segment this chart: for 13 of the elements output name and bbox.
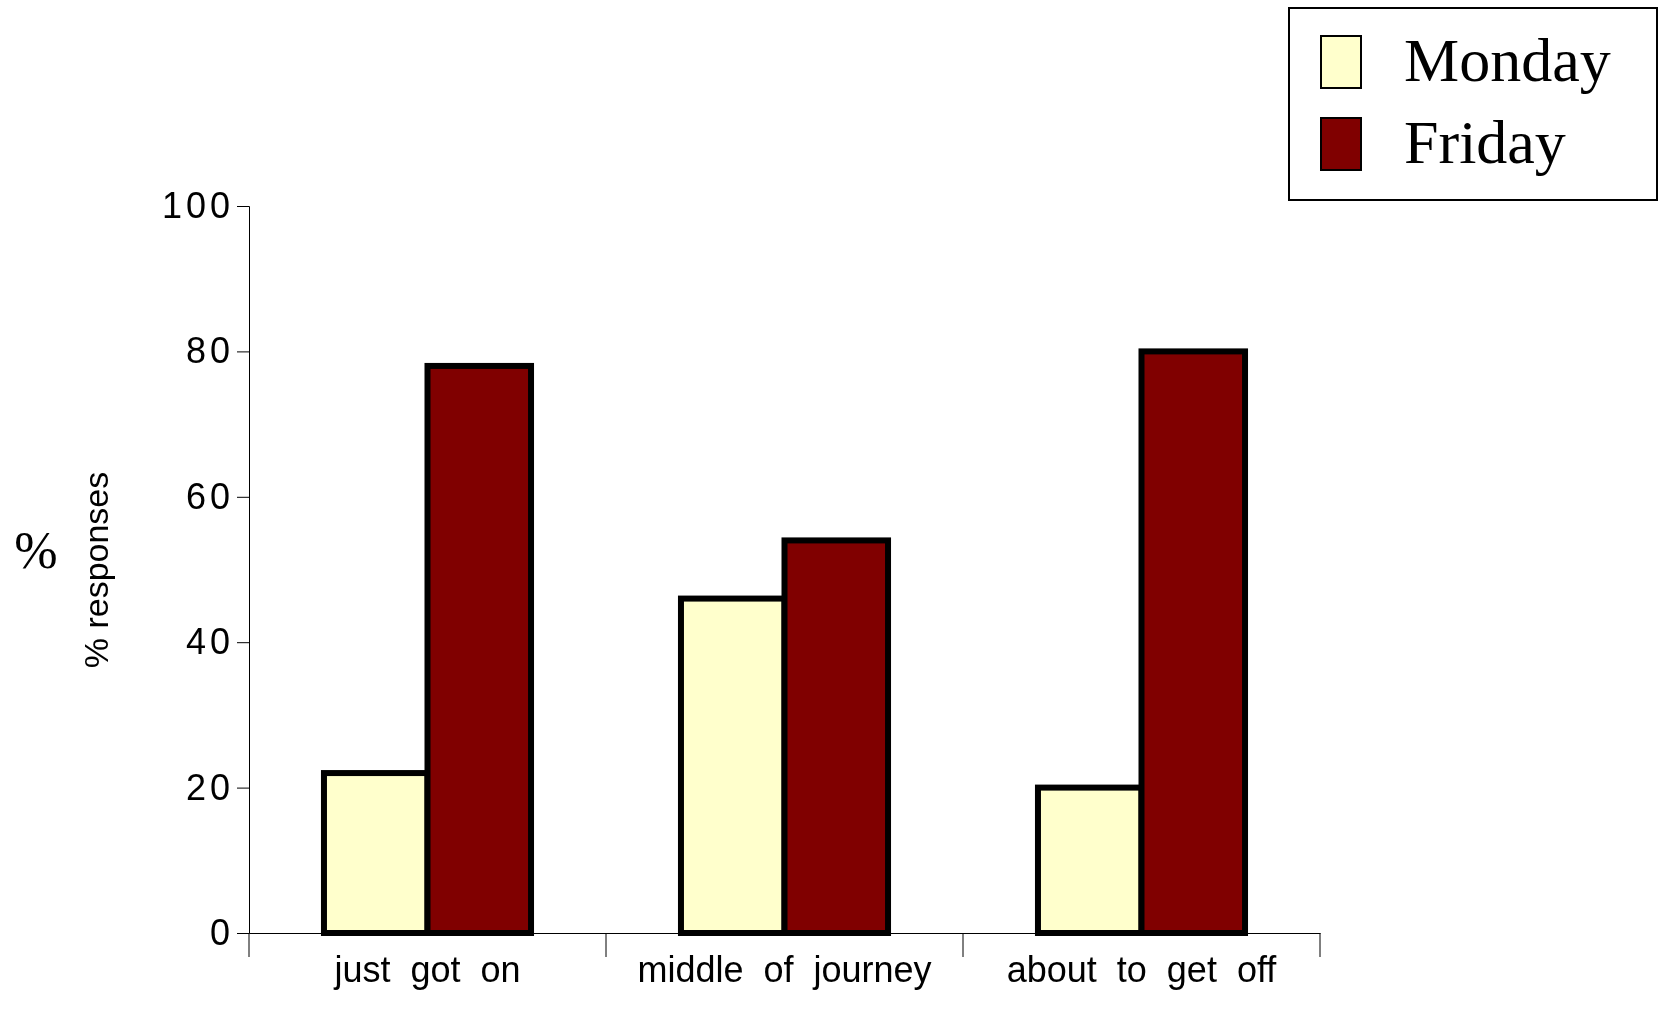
legend-label: Monday xyxy=(1404,26,1611,94)
y-tick-label: 40 xyxy=(185,621,234,663)
y-axis-title: % responses xyxy=(77,471,115,669)
y-tick-label: 20 xyxy=(185,766,234,808)
x-tick-label: just got on xyxy=(333,949,521,990)
legend-label: Friday xyxy=(1404,108,1566,176)
y-tick-label: 80 xyxy=(185,330,234,372)
text: % xyxy=(14,522,58,579)
x-tick-label: middle of journey xyxy=(637,949,932,990)
y-tick-label: 60 xyxy=(185,475,234,517)
y-tick-label: 100 xyxy=(161,185,234,227)
x-tick-label: about to get off xyxy=(1006,949,1278,990)
y-tick-label: 0 xyxy=(209,912,234,954)
